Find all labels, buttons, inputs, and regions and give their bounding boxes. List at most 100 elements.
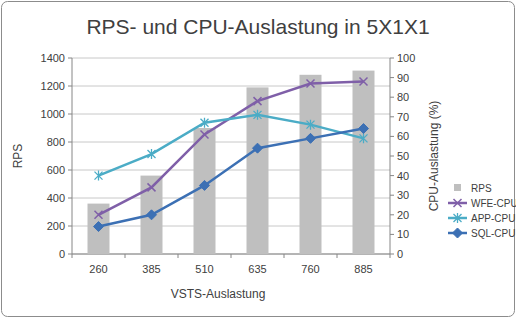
y2-tick (390, 234, 394, 235)
y-tick (68, 170, 72, 171)
line (99, 82, 364, 215)
x-axis-label: VSTS-Auslastung (171, 287, 266, 301)
y2-tick (390, 214, 394, 215)
marker-star (307, 120, 315, 130)
marker-diamond (147, 210, 157, 220)
y-tick-label: 400 (47, 192, 65, 204)
y2-tick-label: 20 (397, 209, 409, 221)
line (99, 129, 364, 227)
marker-diamond (200, 180, 210, 190)
y-tick-label: 1400 (41, 52, 65, 64)
legend-swatch (454, 184, 461, 191)
y2-tick-label: 80 (397, 91, 409, 103)
grid-line (72, 198, 390, 199)
x-tick (390, 254, 391, 258)
legend-label: APP-CPU (471, 213, 515, 224)
marker-diamond (253, 143, 263, 153)
marker-star (254, 110, 262, 120)
marker-x (254, 97, 262, 105)
y-tick (68, 226, 72, 227)
y2-axis-label: CPU-Auslastung (%) (427, 101, 441, 212)
x-tick (178, 254, 179, 258)
plot-marks (88, 71, 375, 254)
y2-tick (390, 136, 394, 137)
y-tick (68, 114, 72, 115)
y-axis (72, 58, 73, 254)
x-tick (125, 254, 126, 258)
grid-line (72, 226, 390, 227)
y2-tick (390, 254, 394, 255)
y-tick (68, 198, 72, 199)
y2-axis (390, 58, 391, 254)
marker-star (148, 149, 156, 159)
marker-diamond (94, 222, 104, 232)
x-tick-label: 510 (195, 263, 213, 275)
y-tick-label: 0 (59, 248, 65, 260)
y-tick (68, 58, 72, 59)
grid-line (72, 114, 390, 115)
bar (247, 87, 269, 254)
y-tick (68, 254, 72, 255)
y2-tick (390, 97, 394, 98)
bar (353, 71, 375, 254)
marker-star (454, 213, 462, 223)
marker-diamond (306, 133, 316, 143)
x-tick (231, 254, 232, 258)
legend: RPS WFE-CPU APP-CPU SQL-CPU (448, 183, 516, 239)
chart-svg: RPS- und CPU-Auslastung in 5X1X102004006… (0, 0, 516, 318)
marker-star (201, 118, 209, 128)
y-tick-label: 200 (47, 220, 65, 232)
y-tick-label: 1200 (41, 80, 65, 92)
x-tick-label: 885 (354, 263, 372, 275)
grid-line (72, 86, 390, 87)
legend-label: WFE-CPU (471, 198, 516, 209)
y2-tick (390, 58, 394, 59)
grid-line (72, 58, 390, 59)
y-tick (68, 86, 72, 87)
marker-x (148, 183, 156, 191)
x-tick-label: 760 (301, 263, 319, 275)
marker-x (201, 130, 209, 138)
y2-tick-label: 60 (397, 130, 409, 142)
y2-tick-label: 40 (397, 170, 409, 182)
chart-border (2, 2, 515, 317)
marker-star (95, 171, 103, 181)
marker-x (454, 199, 462, 207)
chart-container: RPS- und CPU-Auslastung in 5X1X102004006… (0, 0, 516, 318)
y2-tick (390, 156, 394, 157)
grid-line (72, 170, 390, 171)
x-tick (284, 254, 285, 258)
y2-tick-label: 30 (397, 189, 409, 201)
marker-diamond (359, 124, 369, 134)
y2-tick-label: 90 (397, 72, 409, 84)
y-tick-label: 1000 (41, 108, 65, 120)
grid-line (72, 142, 390, 143)
y-axis-label: RPS (11, 144, 25, 169)
legend-label: SQL-CPU (471, 228, 515, 239)
x-tick-label: 260 (89, 263, 107, 275)
y2-tick-label: 50 (397, 150, 409, 162)
marker-x (307, 79, 315, 87)
x-tick (337, 254, 338, 258)
y2-tick-label: 100 (397, 52, 415, 64)
y2-tick (390, 195, 394, 196)
x-tick (72, 254, 73, 258)
y-tick (68, 142, 72, 143)
y2-tick-label: 0 (397, 248, 403, 260)
marker-x (95, 211, 103, 219)
y2-tick-label: 70 (397, 111, 409, 123)
legend-label: RPS (471, 183, 492, 194)
y2-tick (390, 116, 394, 117)
y2-tick (390, 175, 394, 176)
bar (300, 75, 322, 254)
x-tick-label: 635 (248, 263, 266, 275)
y-tick-label: 600 (47, 164, 65, 176)
marker-x (360, 78, 368, 86)
marker-star (360, 133, 368, 143)
marker-diamond (453, 228, 463, 238)
chart-title: RPS- und CPU-Auslastung in 5X1X1 (86, 15, 429, 38)
y-tick-label: 800 (47, 136, 65, 148)
y2-tick-label: 10 (397, 228, 409, 240)
x-tick-label: 385 (142, 263, 160, 275)
y2-tick (390, 77, 394, 78)
